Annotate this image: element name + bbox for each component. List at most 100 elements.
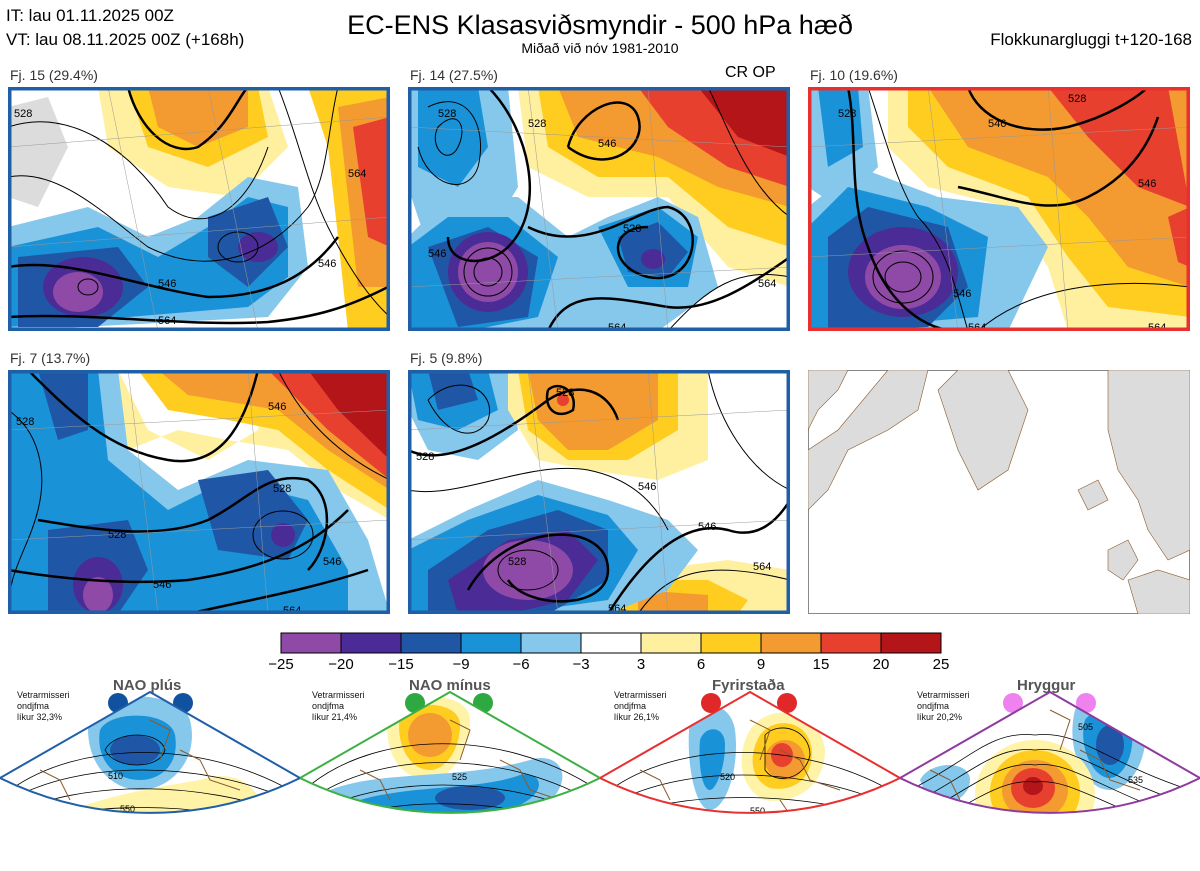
colorbar-swatch <box>640 632 702 654</box>
contour-label: 564 <box>1148 322 1166 331</box>
regime-4-dot-left <box>1003 693 1023 713</box>
regime-2-frame <box>300 690 600 814</box>
stat-line: ondjfma <box>17 701 50 711</box>
regime-2-map: 525 545 565 <box>300 690 600 860</box>
initial-time: IT: lau 01.11.2025 00Z <box>6 6 174 25</box>
regime-1-map: 510 550 <box>0 690 300 814</box>
contour-label: 528 <box>14 108 32 120</box>
contour-label: 550 <box>750 806 765 816</box>
colorbar-swatch <box>700 632 762 654</box>
panel-1-map: 528 546 546 564 564 <box>8 87 390 331</box>
stat-line: líkur 32,3% <box>17 712 63 722</box>
classification-window: Flokkunargluggi t+120-168 <box>990 30 1192 49</box>
colorbar-tick: −9 <box>452 656 470 673</box>
contour-label: 564 <box>608 322 626 331</box>
regime-4-map: 505 535 560 <box>900 690 1200 814</box>
contour-label: 546 <box>153 579 171 591</box>
colorbar-swatch <box>820 632 882 654</box>
colorbar-tick: −15 <box>388 656 414 673</box>
panel-2-tag: CR OP <box>725 64 776 81</box>
panel-frame <box>408 87 790 331</box>
panel-frame <box>8 87 390 331</box>
stat-line: ondjfma <box>917 701 950 711</box>
contour-label: 564 <box>968 322 986 331</box>
regime-3-map: 520 550 560 <box>600 690 900 844</box>
regime-3-dot-left <box>701 693 721 713</box>
base-map-panel <box>808 370 1190 614</box>
regime-2-name: NAO mínus <box>409 677 491 694</box>
colorbar-tick: −6 <box>512 656 530 673</box>
contour-label: 546 <box>428 248 446 260</box>
contour-label: 528 <box>838 108 856 120</box>
regime-2-stat: Vetrarmisseri ondjfma líkur 21,4% <box>312 690 365 723</box>
valid-time: VT: lau 08.11.2025 00Z (+168h) <box>6 30 245 49</box>
stat-line: Vetrarmisseri <box>917 690 970 700</box>
contour-label: 505 <box>1078 722 1093 732</box>
panel-frame <box>808 87 1190 331</box>
panel-5-map: 528 528 528 546 546 564 564 <box>408 370 790 614</box>
contour-label: 564 <box>608 603 626 614</box>
colorbar-tick: 6 <box>696 656 706 673</box>
colorbar-swatch <box>460 632 522 654</box>
regime-4-dot-right <box>1076 693 1096 713</box>
contour-label: 565 <box>446 850 461 860</box>
stat-line: ondjfma <box>312 701 345 711</box>
contour-label: 525 <box>452 772 467 782</box>
regime-3-name: Fyrirstaða <box>712 677 785 694</box>
colorbar-swatch <box>520 632 582 654</box>
stat-line: líkur 21,4% <box>312 712 358 722</box>
regime-1-name: NAO plús <box>113 677 182 694</box>
contour-label: 564 <box>753 561 771 573</box>
panel-4-map: 528 546 528 528 546 546 564 <box>8 370 390 614</box>
page-subtitle: Miðað við nóv 1981-2010 <box>521 40 679 56</box>
contour-label: 520 <box>720 772 735 782</box>
stat-line: líkur 20,2% <box>917 712 963 722</box>
colorbar-tick: 3 <box>636 656 646 673</box>
colorbar-tick: 15 <box>812 656 830 673</box>
stat-line: Vetrarmisseri <box>17 690 70 700</box>
contour-label: 546 <box>158 278 176 290</box>
colorbar-swatch <box>880 632 942 654</box>
regime-4-name: Hryggur <box>1017 677 1076 694</box>
contour-label: 546 <box>323 556 341 568</box>
contour-label: 528 <box>623 223 641 235</box>
contour-label: 546 <box>598 138 616 150</box>
contour-label: 545 <box>437 815 452 825</box>
panel-4-label: Fj. 7 (13.7%) <box>10 350 91 366</box>
contour-label: 528 <box>1068 93 1086 105</box>
panel-1-label: Fj. 15 (29.4%) <box>10 67 98 83</box>
colorbar-swatch <box>340 632 402 654</box>
colorbar-svg <box>280 632 942 654</box>
stat-line: ondjfma <box>614 701 647 711</box>
contour-label: 546 <box>318 258 336 270</box>
contour-label: 528 <box>556 387 574 399</box>
contour-label: 528 <box>416 451 434 463</box>
contour-label: 560 <box>768 834 783 844</box>
panel-2-map: 528 528 546 528 546 564 564 <box>408 87 790 331</box>
regime-3-frame <box>600 690 900 814</box>
contour-label: 546 <box>698 521 716 533</box>
colorbar <box>280 632 942 659</box>
colorbar-swatch <box>400 632 462 654</box>
contour-label: 510 <box>108 771 123 781</box>
stat-line: Vetrarmisseri <box>312 690 365 700</box>
contour-label: 546 <box>1138 178 1156 190</box>
panel-3-label: Fj. 10 (19.6%) <box>810 67 898 83</box>
panel-2-label: Fj. 14 (27.5%) <box>410 67 498 83</box>
regime-2-dot-left <box>405 693 425 713</box>
contour-label: 546 <box>988 118 1006 130</box>
panel-5-label: Fj. 5 (9.8%) <box>410 350 483 366</box>
contour-label: 546 <box>268 401 286 413</box>
contour-label: 546 <box>638 481 656 493</box>
contour-label: 564 <box>158 315 176 327</box>
colorbar-swatch <box>760 632 822 654</box>
contour-label: 528 <box>508 556 526 568</box>
colorbar-swatch <box>580 632 642 654</box>
colorbar-tick: −3 <box>572 656 590 673</box>
contour-label: 528 <box>438 108 456 120</box>
contour-label: 535 <box>1128 775 1143 785</box>
colorbar-tick: 25 <box>932 656 950 673</box>
contour-label: 564 <box>758 278 776 290</box>
regime-4-stat: Vetrarmisseri ondjfma líkur 20,2% <box>917 690 970 723</box>
page-title: EC-ENS Klasasviðsmyndir - 500 hPa hæð <box>347 10 853 40</box>
